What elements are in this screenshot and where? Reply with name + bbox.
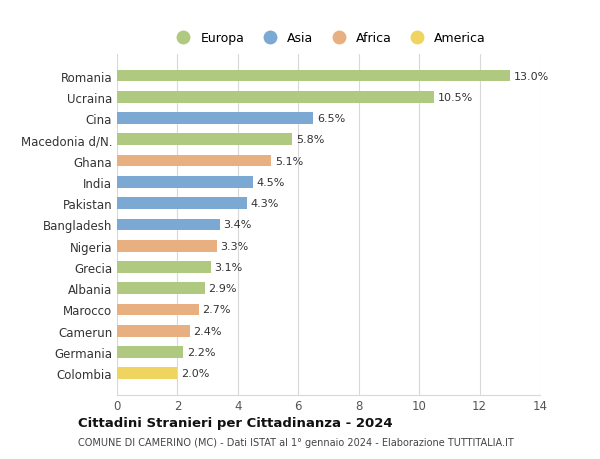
Text: 4.3%: 4.3%	[251, 199, 279, 209]
Text: 3.4%: 3.4%	[223, 220, 252, 230]
Bar	[117, 92, 434, 103]
Bar	[117, 325, 190, 337]
Text: 4.5%: 4.5%	[257, 178, 285, 187]
Text: COMUNE DI CAMERINO (MC) - Dati ISTAT al 1° gennaio 2024 - Elaborazione TUTTITALI: COMUNE DI CAMERINO (MC) - Dati ISTAT al …	[78, 437, 514, 447]
Text: 2.2%: 2.2%	[187, 347, 215, 357]
Text: 3.1%: 3.1%	[214, 263, 242, 272]
Legend: Europa, Asia, Africa, America: Europa, Asia, Africa, America	[166, 28, 491, 50]
Text: 2.4%: 2.4%	[193, 326, 221, 336]
Text: 2.0%: 2.0%	[181, 369, 209, 379]
Bar	[117, 198, 247, 209]
Bar	[117, 262, 211, 273]
Bar	[117, 304, 199, 316]
Bar	[117, 71, 510, 82]
Bar	[117, 347, 184, 358]
Bar	[117, 177, 253, 188]
Text: 2.9%: 2.9%	[208, 284, 237, 294]
Text: 5.8%: 5.8%	[296, 135, 324, 145]
Text: 6.5%: 6.5%	[317, 114, 345, 124]
Text: 2.7%: 2.7%	[202, 305, 231, 315]
Bar	[117, 156, 271, 167]
Text: 3.3%: 3.3%	[220, 241, 248, 251]
Bar	[117, 134, 292, 146]
Text: Cittadini Stranieri per Cittadinanza - 2024: Cittadini Stranieri per Cittadinanza - 2…	[78, 416, 392, 429]
Bar	[117, 283, 205, 294]
Bar	[117, 113, 313, 125]
Bar	[117, 368, 178, 379]
Text: 10.5%: 10.5%	[438, 93, 473, 102]
Bar	[117, 241, 217, 252]
Text: 5.1%: 5.1%	[275, 156, 303, 166]
Bar	[117, 219, 220, 231]
Text: 13.0%: 13.0%	[514, 71, 548, 81]
